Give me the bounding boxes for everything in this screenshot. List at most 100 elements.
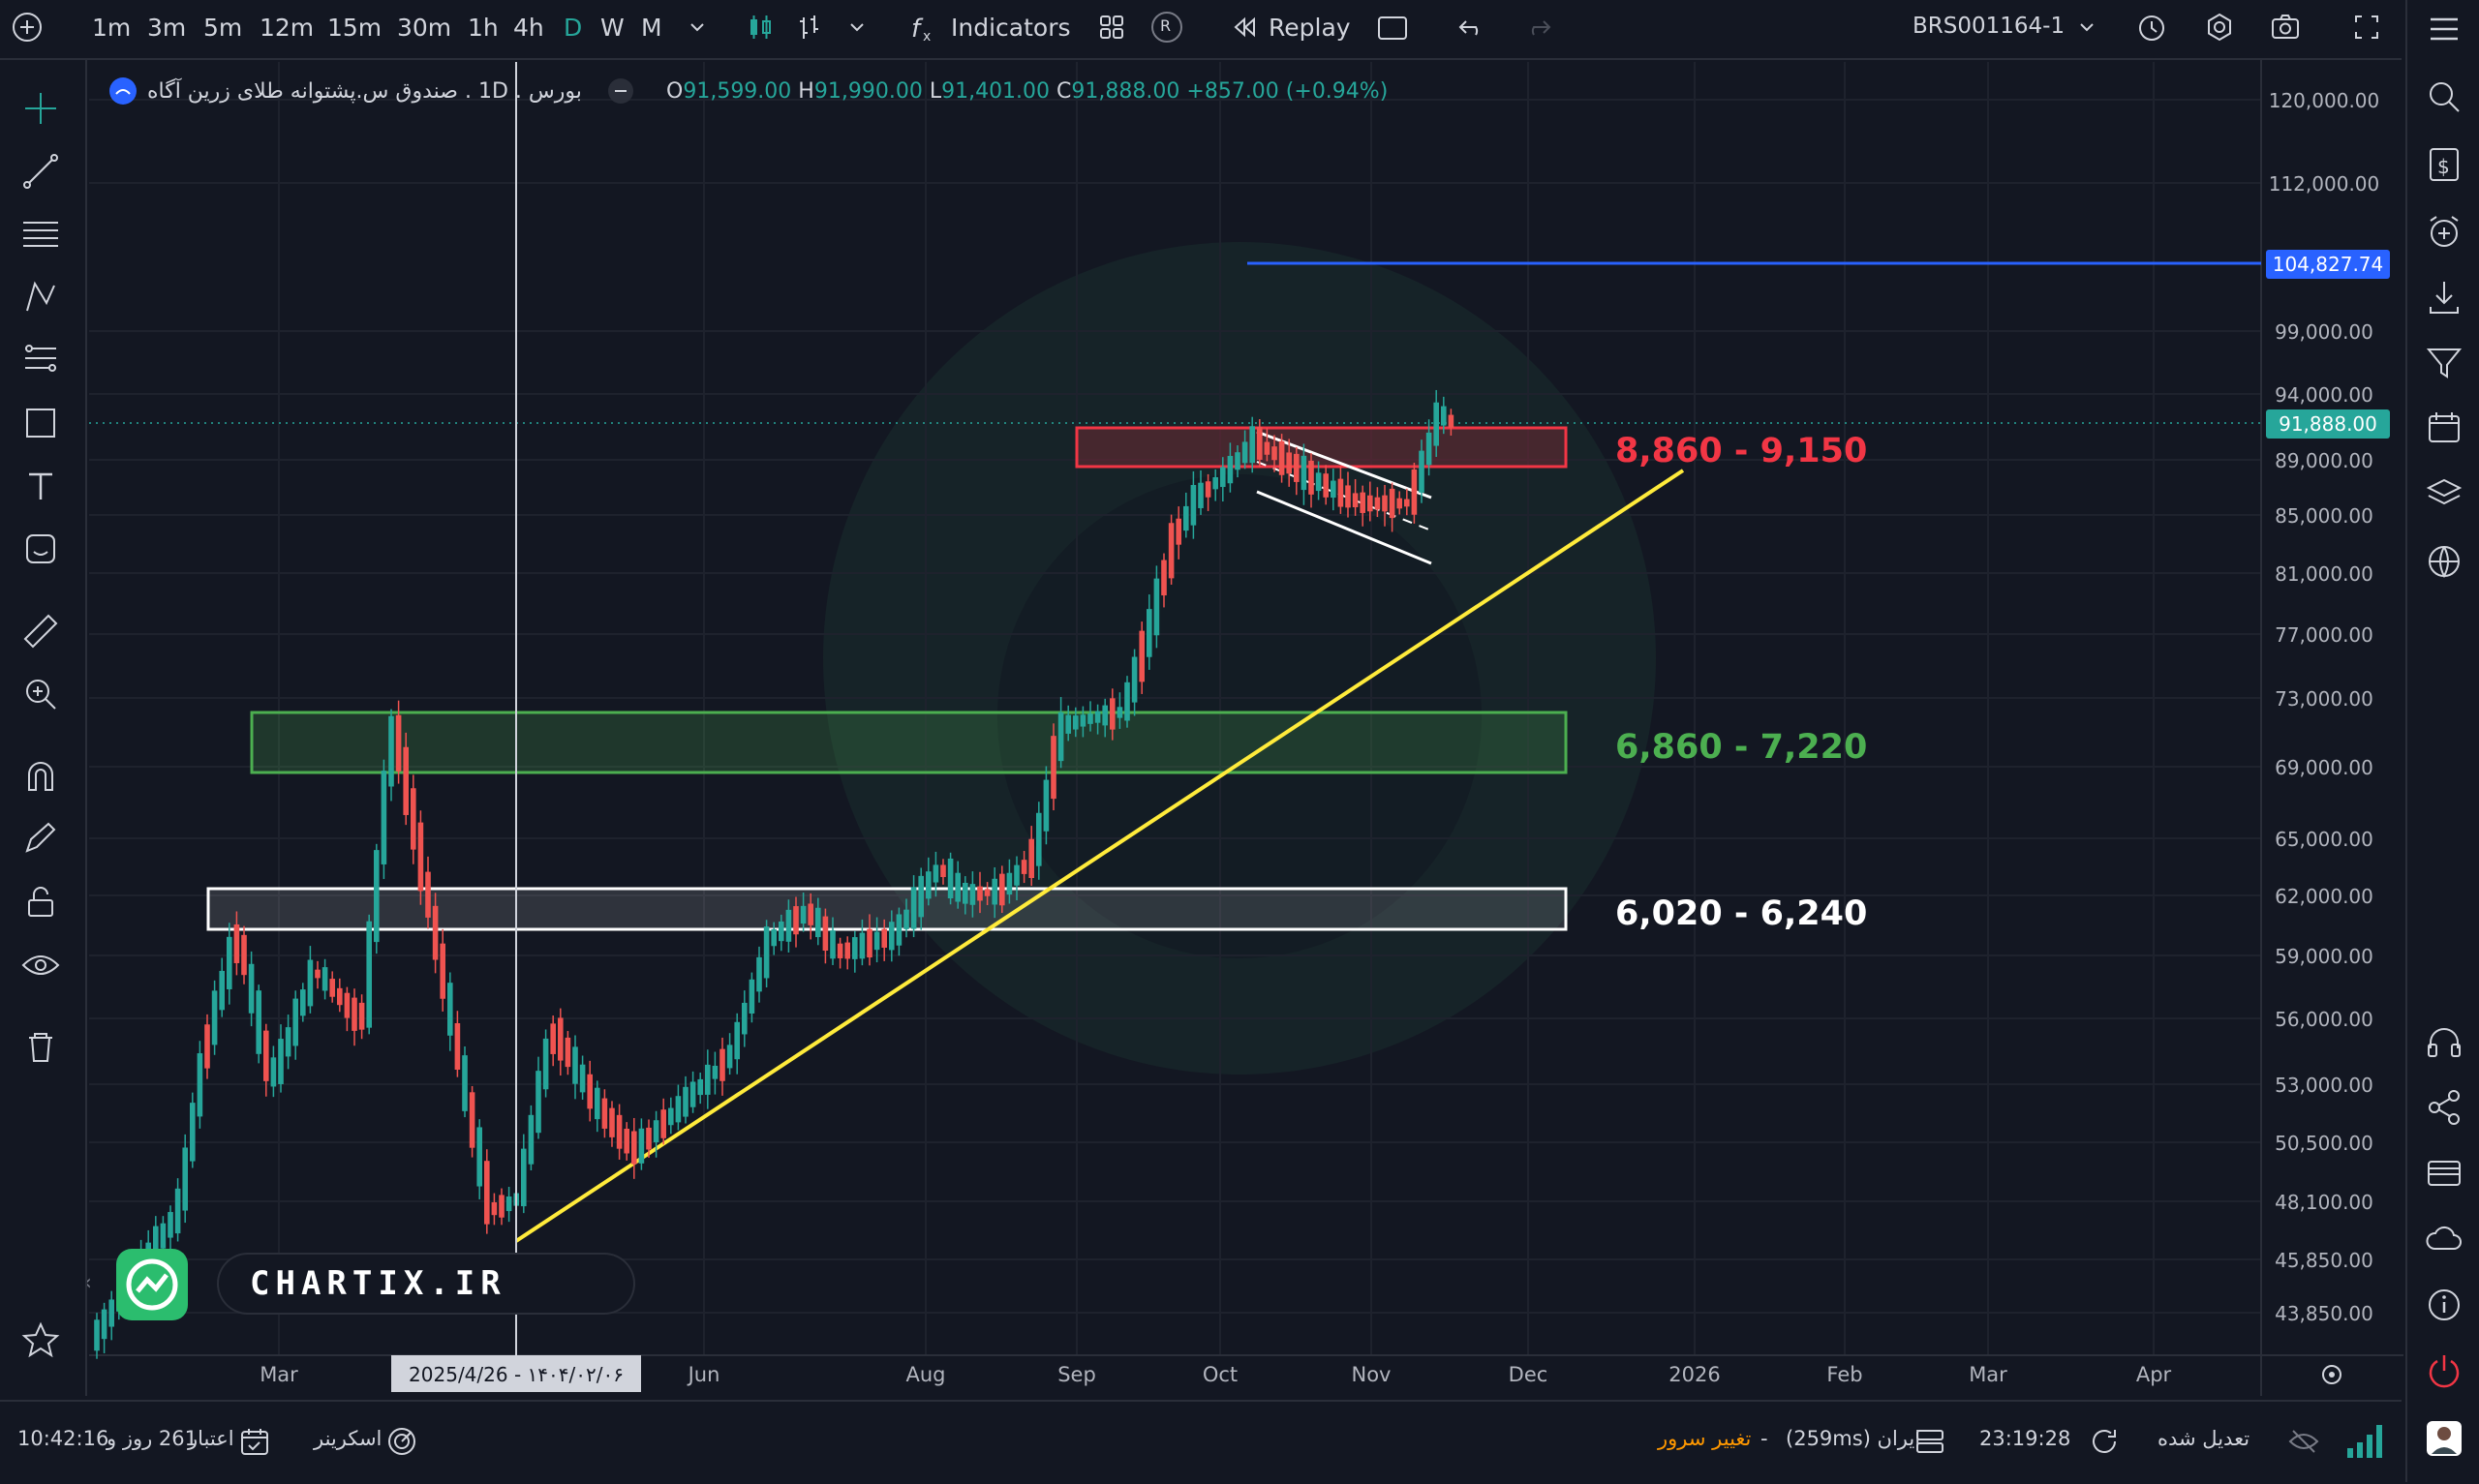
candle-body: [1051, 736, 1056, 800]
filter-icon[interactable]: [2423, 342, 2465, 384]
alarm-add-icon[interactable]: [2423, 211, 2465, 254]
candle-body: [646, 1127, 652, 1150]
candle-body: [1352, 493, 1359, 507]
adjusted-label[interactable]: تعدیل شده: [2158, 1427, 2250, 1450]
lock-icon[interactable]: [19, 881, 62, 924]
screener-radar-icon[interactable]: [385, 1425, 418, 1458]
trash-icon[interactable]: [19, 1026, 62, 1069]
timeframe-w[interactable]: W: [600, 14, 625, 42]
candle-body: [94, 1319, 100, 1351]
horizontal-lines-icon[interactable]: [19, 213, 62, 256]
avatar-icon[interactable]: [2423, 1417, 2465, 1460]
candle-body: [352, 997, 357, 1031]
share-icon[interactable]: [2423, 1086, 2465, 1129]
timeframe-3m[interactable]: 3m: [147, 14, 187, 42]
timeframe-12m[interactable]: 12m: [260, 14, 315, 42]
pattern-icon[interactable]: [19, 276, 62, 318]
screener-label[interactable]: اسکرینر: [314, 1427, 383, 1450]
dollar-icon[interactable]: $: [2423, 143, 2465, 186]
redo-icon[interactable]: [1518, 8, 1557, 46]
timeframe-15m[interactable]: 15m: [327, 14, 383, 42]
undo-icon[interactable]: [1453, 8, 1491, 46]
power-icon[interactable]: [2423, 1349, 2465, 1392]
price-chart[interactable]: 120,000.00 112,000.00 99,000.00 94,000.00 89…: [87, 60, 2403, 1396]
search-icon[interactable]: [2423, 76, 2465, 118]
candle-body: [1006, 872, 1013, 895]
symbol-code[interactable]: BRS001164-1: [1913, 14, 2066, 39]
fullscreen-icon[interactable]: [2347, 8, 2386, 46]
bar-chart-style-icon[interactable]: [792, 8, 831, 46]
replay-button[interactable]: Replay: [1269, 14, 1351, 42]
rectangle-tool-icon[interactable]: [19, 402, 62, 444]
timeframe-4h[interactable]: 4h: [513, 14, 544, 42]
fullscreen-rect-icon[interactable]: [1373, 8, 1412, 46]
fib-icon[interactable]: [19, 339, 62, 381]
scroll-left-chevron: ‹: [87, 1271, 92, 1295]
chartix-label: CHARTIX.IR: [250, 1264, 506, 1303]
candle-body: [940, 864, 946, 878]
candle-body: [358, 1002, 365, 1030]
zoom-in-icon[interactable]: [19, 673, 62, 715]
replay-icon[interactable]: [1225, 8, 1264, 46]
candle-body: [1161, 560, 1167, 596]
download-icon[interactable]: [2423, 276, 2465, 318]
chevron-down-icon[interactable]: [678, 8, 717, 46]
candle-body: [1110, 698, 1116, 730]
timeframe-5m[interactable]: 5m: [203, 14, 243, 42]
candle-body: [873, 931, 880, 951]
legend-collapse-icon[interactable]: [606, 76, 635, 106]
add-symbol-icon[interactable]: [8, 8, 46, 46]
sticker-icon[interactable]: [19, 528, 62, 570]
candle-body: [1065, 714, 1071, 734]
calendar-icon[interactable]: [2423, 407, 2465, 449]
y-tick-label: 77,000.00: [2275, 623, 2373, 647]
candles-icon[interactable]: [741, 8, 780, 46]
info-icon[interactable]: [2423, 1284, 2465, 1326]
eye-icon[interactable]: [19, 944, 62, 986]
candle-body: [785, 909, 792, 942]
chevron-down-icon[interactable]: [2067, 8, 2106, 46]
timeframe-m[interactable]: M: [641, 14, 662, 42]
alert-clock-icon[interactable]: [2132, 8, 2171, 46]
hide-eye-icon[interactable]: [2287, 1425, 2320, 1458]
crosshair-icon[interactable]: [19, 87, 62, 130]
settings-icon[interactable]: [2200, 8, 2239, 46]
draw-lock-icon[interactable]: [19, 818, 62, 861]
text-tool-icon[interactable]: [19, 465, 62, 507]
card-icon[interactable]: [2423, 1152, 2465, 1195]
chart-area[interactable]: 120,000.00 112,000.00 99,000.00 94,000.00 89…: [87, 60, 2403, 1396]
candle-body: [197, 1053, 203, 1117]
cloud-icon[interactable]: [2423, 1218, 2465, 1260]
timeframe-1m[interactable]: 1m: [92, 14, 132, 42]
timeframe-d[interactable]: D: [564, 14, 583, 42]
layouts-grid-icon[interactable]: [1092, 8, 1131, 46]
indicators-button[interactable]: Indicators: [951, 14, 1071, 42]
candle-body: [1448, 414, 1454, 428]
camera-icon[interactable]: [2266, 8, 2305, 46]
legend-interval: 1D: [477, 79, 508, 104]
layers-icon[interactable]: [2423, 472, 2465, 515]
timeframe-30m[interactable]: 30m: [397, 14, 452, 42]
channel-mid: [1256, 461, 1432, 531]
candle-body: [462, 1055, 468, 1111]
menu-icon[interactable]: [2423, 8, 2465, 50]
refresh-icon[interactable]: [2088, 1425, 2121, 1458]
ruler-icon[interactable]: [19, 610, 62, 652]
candle-body: [763, 926, 770, 979]
candle-body: [153, 1226, 159, 1268]
magnet-icon[interactable]: [19, 755, 62, 798]
trend-line-icon[interactable]: [19, 150, 62, 193]
r-badge-icon[interactable]: [1148, 8, 1186, 46]
chevron-down-icon[interactable]: [838, 8, 876, 46]
change-server-link[interactable]: تغییر سرور: [1658, 1427, 1752, 1450]
globe-icon[interactable]: [2423, 540, 2465, 583]
candle-body: [499, 1195, 505, 1218]
candle-body: [1227, 455, 1234, 484]
timeframe-1h[interactable]: 1h: [468, 14, 499, 42]
support-headset-icon[interactable]: [2423, 1021, 2465, 1064]
candle-body: [800, 905, 807, 924]
favorites-star-icon[interactable]: [19, 1318, 62, 1361]
calendar-check-icon[interactable]: [238, 1425, 271, 1458]
